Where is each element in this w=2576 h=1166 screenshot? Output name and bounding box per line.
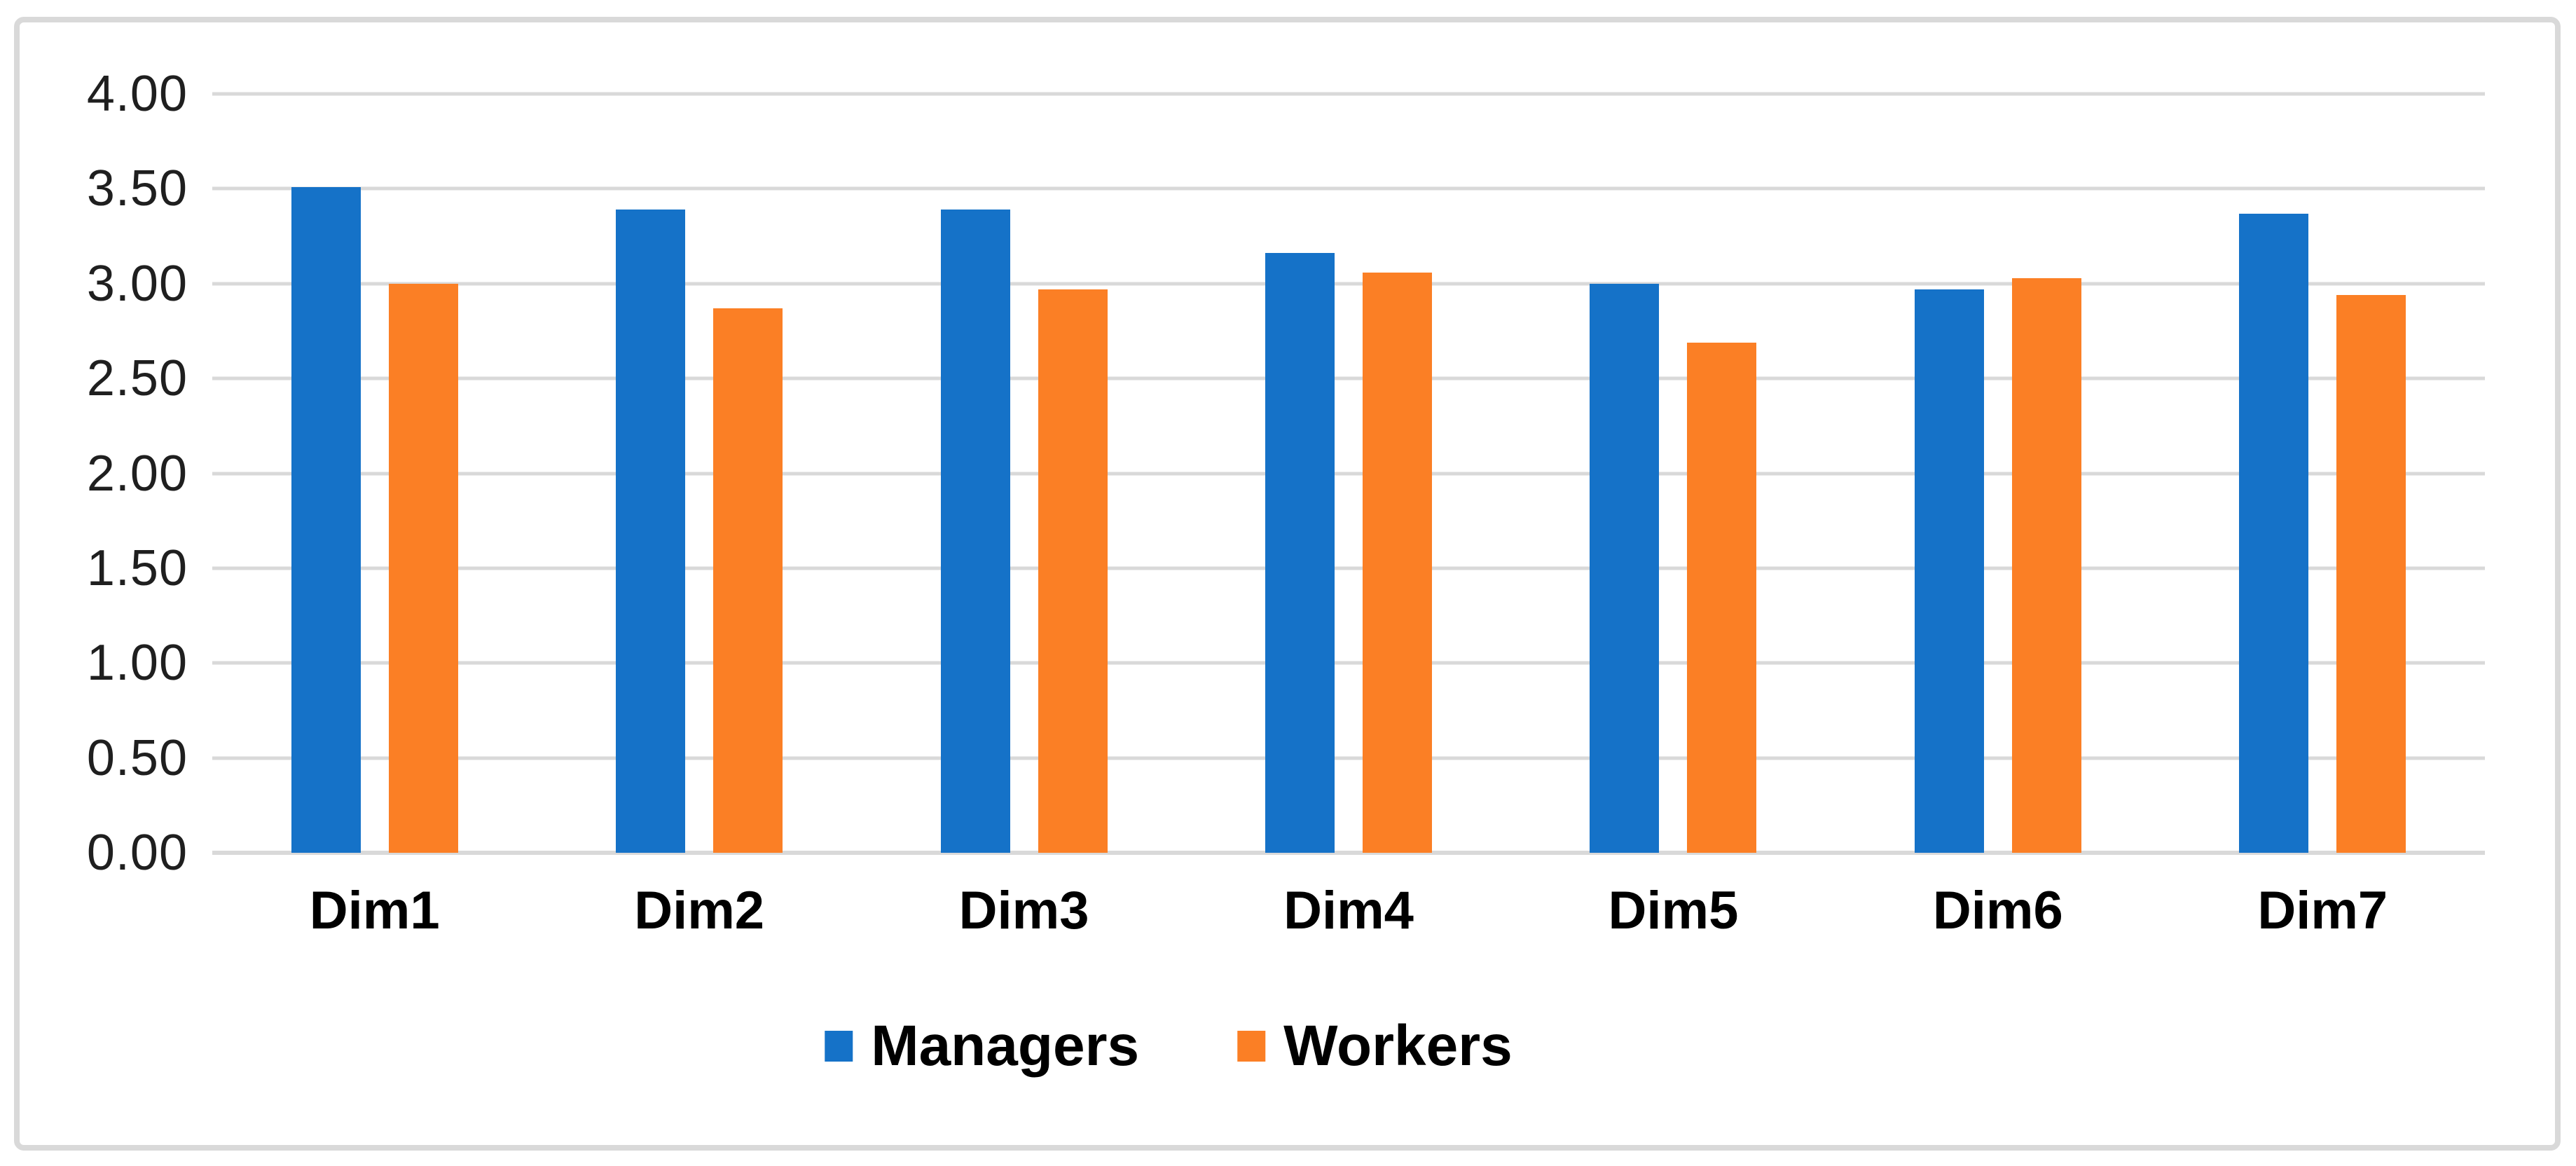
legend-swatch-workers xyxy=(1237,1031,1266,1062)
y-axis-tick-label: 2.00 xyxy=(86,445,188,502)
bar-managers-dim3 xyxy=(940,210,1010,853)
x-axis-label-dim4: Dim4 xyxy=(1283,881,1414,940)
legend-swatch-managers xyxy=(825,1031,853,1062)
legend-item-workers: Workers xyxy=(1237,1017,1513,1075)
bar-workers-dim1 xyxy=(388,283,458,853)
bar-managers-dim4 xyxy=(1265,253,1335,853)
gridline-2.50 xyxy=(212,376,2485,380)
gridline-0.50 xyxy=(212,756,2485,760)
y-axis-tick-label: 0.50 xyxy=(86,729,188,786)
bar-workers-dim6 xyxy=(2011,277,2081,853)
x-axis-label-dim2: Dim2 xyxy=(634,881,765,940)
bar-managers-dim6 xyxy=(1914,289,1984,853)
y-axis-tick-label: 0.00 xyxy=(86,825,188,881)
legend: Managers Workers xyxy=(825,1017,1513,1075)
gridline-1.00 xyxy=(212,661,2485,665)
y-axis-tick-label: 3.00 xyxy=(86,255,188,312)
gridline-4.00 xyxy=(212,92,2485,96)
bar-workers-dim2 xyxy=(713,308,783,853)
x-axis-label-dim5: Dim5 xyxy=(1608,881,1739,940)
x-axis-label-dim7: Dim7 xyxy=(2257,881,2388,940)
bar-workers-dim5 xyxy=(1687,342,1757,853)
x-axis-label-dim6: Dim6 xyxy=(1932,881,2063,940)
bar-managers-dim2 xyxy=(616,210,686,853)
x-axis-label-dim3: Dim3 xyxy=(958,881,1089,940)
gridline-1.50 xyxy=(212,566,2485,570)
legend-label-workers: Workers xyxy=(1283,1014,1513,1078)
bar-workers-dim3 xyxy=(1038,289,1108,853)
gridline-3.50 xyxy=(212,186,2485,191)
y-axis-tick-label: 1.50 xyxy=(86,540,188,596)
y-axis-tick-label: 4.00 xyxy=(86,66,188,122)
x-axis-label-dim1: Dim1 xyxy=(309,881,440,940)
y-axis-tick-label: 1.00 xyxy=(86,635,188,692)
gridline-3.00 xyxy=(212,282,2485,286)
legend-item-managers: Managers xyxy=(825,1017,1139,1075)
y-axis-tick-label: 2.50 xyxy=(86,350,188,407)
gridline-2.00 xyxy=(212,472,2485,475)
bar-managers-dim5 xyxy=(1590,283,1660,853)
bar-workers-dim7 xyxy=(2336,294,2406,853)
y-axis-tick-label: 3.50 xyxy=(86,160,188,217)
bar-managers-dim7 xyxy=(2239,213,2309,853)
bar-managers-dim1 xyxy=(291,186,361,853)
bar-workers-dim4 xyxy=(1363,272,1432,853)
gridline-0.00 xyxy=(212,851,2485,855)
legend-label-managers: Managers xyxy=(871,1014,1140,1078)
